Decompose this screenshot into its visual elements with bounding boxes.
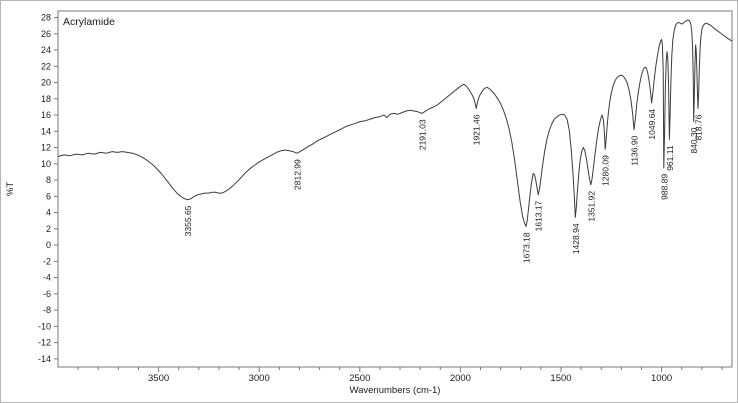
y-tick-label: 8 [46,175,51,185]
peak-label: 1049.64 [647,109,657,140]
peak-label: 1136.90 [630,135,640,165]
chart-title: Acrylamide [63,16,115,28]
y-tick-label: 16 [41,110,51,120]
y-tick-label: 12 [41,143,51,153]
peak-label: 1428.94 [571,223,581,254]
y-tick-label: 28 [41,13,51,23]
y-tick-label: 2 [46,224,51,234]
y-tick-label: -6 [43,289,51,299]
spectrum-line [57,19,733,227]
y-tick-label: -14 [38,354,51,364]
peak-label: 818.76 [694,114,704,140]
peak-label: 961.11 [665,145,675,171]
y-axis-title: %T [5,182,16,196]
peak-label: 1280.09 [601,155,611,186]
y-tick-label: 18 [41,94,51,104]
peak-label: 1613.17 [534,200,544,231]
y-tick-label: 6 [46,191,51,201]
y-tick-label: 10 [41,159,51,169]
y-tick-label: -10 [38,321,51,331]
x-tick-label: 2000 [450,373,471,384]
y-tick-label: 14 [41,126,51,136]
y-tick-label: 4 [46,208,51,218]
peak-label: 1351.92 [586,191,596,222]
peak-label: 2812.99 [292,159,302,190]
x-axis-title: Wavenumbers (cm-1) [350,385,441,396]
y-tick-label: 24 [41,45,51,55]
peak-label: 1921.46 [472,114,482,145]
plot-frame [57,10,733,368]
x-tick-label: 1000 [651,373,672,384]
x-tick-label: 3000 [249,373,270,384]
peak-label: 3355.65 [183,205,193,236]
y-tick-label: 26 [41,29,51,39]
peak-label: 840.30 [689,127,699,153]
peak-label: 1673.18 [522,232,532,263]
y-tick-label: 20 [41,78,51,88]
peak-label: 988.89 [659,174,669,200]
y-tick-label: -12 [38,338,51,348]
y-tick-label: 0 [46,240,51,250]
x-tick-label: 2500 [349,373,370,384]
y-tick-label: 22 [41,61,51,71]
y-tick-label: -8 [43,305,51,315]
y-tick-label: -4 [43,273,51,283]
x-tick-label: 1500 [550,373,571,384]
peak-label: 2191.03 [417,119,427,150]
y-tick-label: -2 [43,256,51,266]
x-tick-label: 3500 [148,373,169,384]
